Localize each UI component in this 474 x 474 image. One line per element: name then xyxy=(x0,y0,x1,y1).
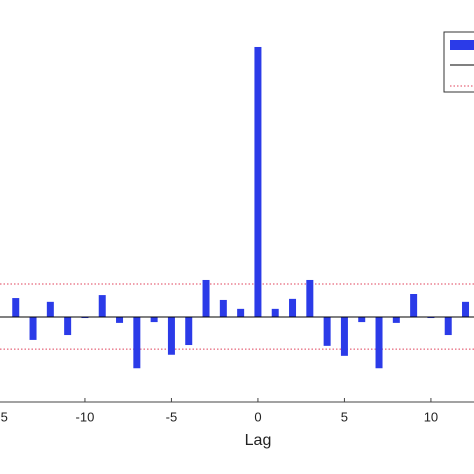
bar xyxy=(375,316,383,369)
bar xyxy=(219,299,227,317)
bar xyxy=(289,298,297,317)
bar xyxy=(12,298,20,317)
bar xyxy=(98,295,106,317)
bar xyxy=(81,316,89,319)
bar xyxy=(167,316,175,355)
x-tick-label: 0 xyxy=(254,409,261,424)
bar xyxy=(254,46,262,317)
x-tick-label: 5 xyxy=(341,409,348,424)
bar xyxy=(116,316,124,323)
bar xyxy=(358,316,366,323)
x-tick-label: -5 xyxy=(166,409,178,424)
bar xyxy=(427,316,435,319)
x-tick-label: -15 xyxy=(0,409,8,424)
bar xyxy=(202,279,210,317)
bar xyxy=(46,301,54,317)
bar xyxy=(133,316,141,369)
bar xyxy=(392,316,400,323)
bar xyxy=(237,308,245,317)
bar xyxy=(185,316,193,346)
bar xyxy=(444,316,452,336)
legend-bar-swatch xyxy=(450,40,474,50)
bar xyxy=(29,316,37,340)
bar xyxy=(64,316,72,336)
bar xyxy=(340,316,348,356)
x-tick-label: 10 xyxy=(424,409,438,424)
bar xyxy=(462,301,470,317)
x-tick-label: -10 xyxy=(76,409,95,424)
bar xyxy=(271,308,279,317)
bar xyxy=(410,294,418,317)
x-axis-label: Lag xyxy=(245,432,272,449)
bar xyxy=(323,316,331,346)
bar xyxy=(150,316,158,323)
bar xyxy=(306,279,314,317)
